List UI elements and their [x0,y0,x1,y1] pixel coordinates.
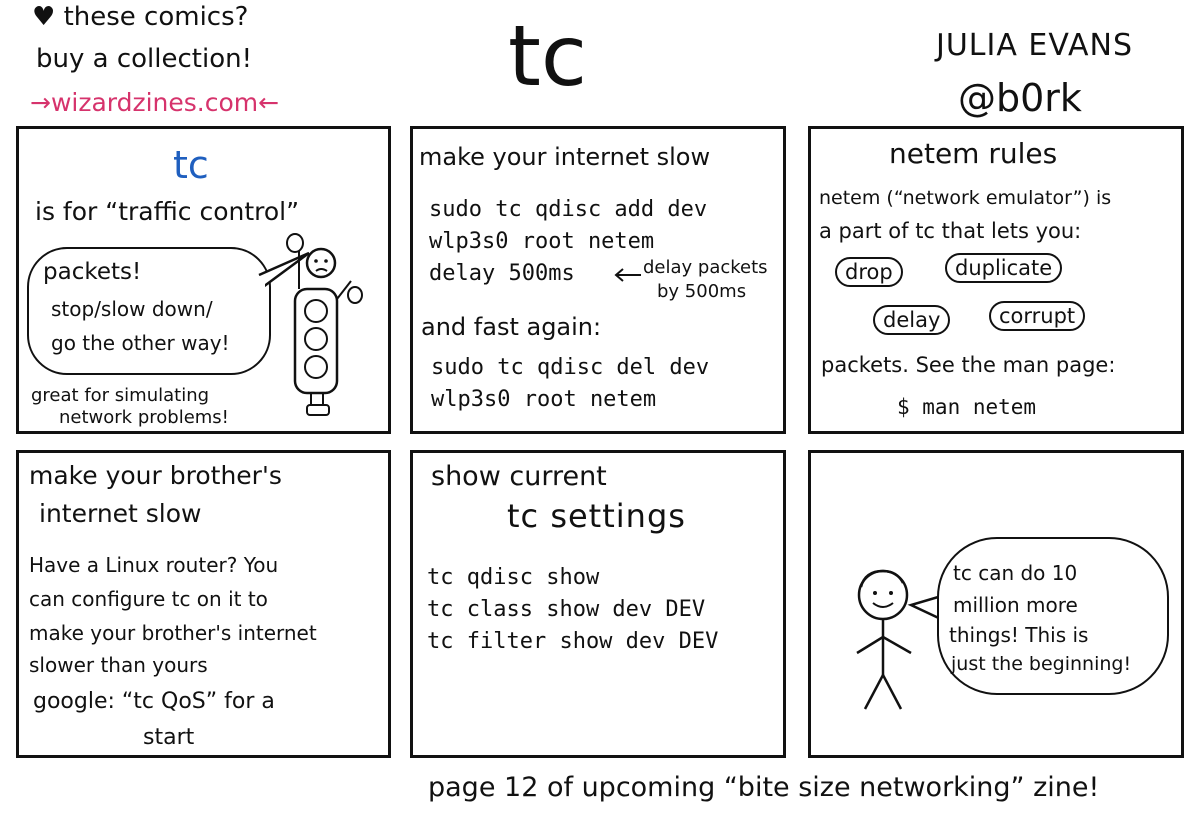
panel-make-internet-slow: make your internet slow sudo tc qdisc ad… [410,126,786,434]
bubble-line-2: million more [953,593,1078,617]
text-line-2: a part of tc that lets you: [819,219,1082,243]
heading-line-1: show current [431,461,607,492]
arrow-left-icon [614,268,641,282]
show-command-3: tc filter show dev DEV [427,629,719,654]
speech-bubble [937,537,1169,695]
heading-line-1: make your brother's [29,461,282,490]
command-1-line-1: sudo tc qdisc add dev [429,197,708,222]
heading-line-2: internet slow [39,499,202,528]
panel-show-settings: show current tc settings tc qdisc show t… [410,450,786,758]
panel-brothers-internet: make your brother's internet slow Have a… [16,450,391,758]
text-line-1: netem (“network emulator”) is [819,187,1112,209]
command-2-line-2: wlp3s0 root netem [431,387,657,412]
author-handle: @b0rk [958,76,1082,120]
delay-note-line-2: by 500ms [657,281,747,302]
promo-link[interactable]: →wizardzines.com← [30,88,280,117]
note-line-2: network problems! [59,407,229,428]
man-command: $ man netem [897,395,1037,419]
panel-netem-rules: netem rules netem (“network emulator”) i… [808,126,1184,434]
heading-line-2: tc settings [507,497,686,535]
command-1-line-2: wlp3s0 root netem [429,229,655,254]
chip-delay: delay [873,305,951,335]
command-2-line-1: sudo tc qdisc del dev [431,355,710,380]
promo-line-2: buy a collection! [36,44,252,74]
panel-heading: netem rules [889,137,1058,170]
promo-line-1: ♥ these comics? [32,2,249,32]
author-name: JULIA EVANS [936,28,1133,63]
google-line-2: start [143,725,195,750]
panel-title: tc [173,143,209,187]
panel-subtitle: is for “traffic control” [35,197,300,226]
speech-bubble-tail [257,251,310,287]
panel-more-things: tc can do 10 million more things! This i… [808,450,1184,758]
note-line-1: great for simulating [31,385,210,406]
footer-text: page 12 of upcoming “bite size networkin… [428,772,1100,803]
bubble-line-1: packets! [43,259,142,285]
bubble-line-3: go the other way! [51,331,230,355]
speech-bubble-tail [907,593,946,623]
show-command-2: tc class show dev DEV [427,597,706,622]
traffic-light-character [286,233,363,416]
chip-duplicate: duplicate [945,253,1063,283]
page-title: tc [508,7,588,105]
after-chips-text: packets. See the man page: [821,353,1116,377]
body-line-2: can configure tc on it to [29,587,268,611]
command-1-line-3: delay 500ms [429,261,575,286]
bubble-line-4: just the beginning! [951,653,1132,675]
google-line-1: google: “tc QoS” for a [33,689,275,714]
chip-corrupt: corrupt [989,301,1086,331]
bubble-line-3: things! This is [949,623,1089,647]
speech-bubble [27,247,271,375]
panel-tc-intro: tc is for “traffic control” packets! sto… [16,126,391,434]
stick-figure [856,569,912,710]
body-line-1: Have a Linux router? You [29,553,279,577]
panel-subheading: and fast again: [421,313,602,341]
show-command-1: tc qdisc show [427,565,600,590]
bubble-line-2: stop/slow down/ [51,297,213,321]
panel-heading: make your internet slow [419,143,711,171]
body-line-4: slower than yours [29,653,208,677]
delay-note-line-1: delay packets [643,257,768,278]
bubble-line-1: tc can do 10 [953,561,1078,585]
body-line-3: make your brother's internet [29,621,317,645]
chip-drop: drop [835,257,903,287]
